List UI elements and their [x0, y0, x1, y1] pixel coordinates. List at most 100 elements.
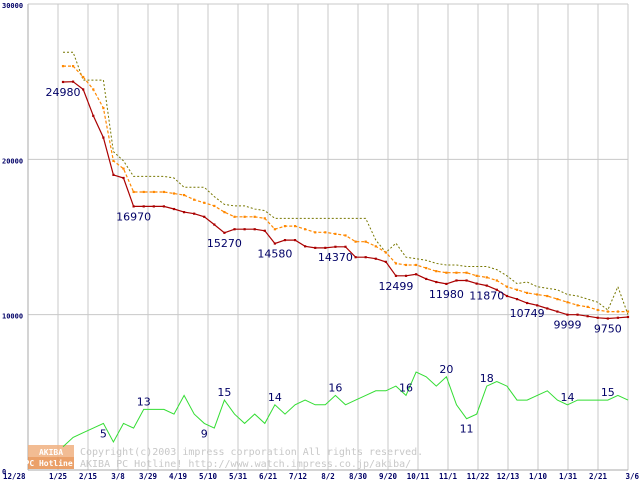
- x-tick-label: 1/31: [559, 472, 578, 480]
- data-point-min-price: [526, 301, 529, 305]
- logo-box-top: [28, 445, 74, 457]
- data-point-min-price: [495, 288, 498, 291]
- data-label: 10749: [510, 307, 545, 320]
- data-point-avg-price: [445, 271, 448, 274]
- data-label: 13: [137, 395, 151, 408]
- data-point-avg-price: [102, 106, 105, 110]
- x-tick-label: 8/2: [321, 472, 335, 480]
- data-point-avg-price: [425, 266, 428, 270]
- data-point-avg-price: [223, 211, 226, 214]
- x-tick-label: 1/25: [49, 472, 67, 480]
- data-point-avg-price: [404, 263, 408, 267]
- x-tick-label: 5/10: [199, 472, 218, 480]
- data-point-min-price: [445, 282, 448, 286]
- data-point-min-price: [263, 229, 266, 232]
- data-point-min-price: [273, 242, 276, 245]
- data-point-avg-price: [122, 167, 125, 170]
- watermark-logo-bottom: PC Hotline!: [25, 458, 78, 468]
- data-point-min-price: [505, 294, 509, 298]
- x-tick-label: 12/13: [497, 472, 520, 480]
- data-point-avg-price: [505, 285, 509, 288]
- data-labels: 24980 16970 15270 14580 14370 12499 11980 11870…: [46, 86, 622, 440]
- y-tick-label: 30000: [2, 2, 23, 10]
- x-tick-label: 6/21: [259, 472, 278, 480]
- data-point-avg-price: [556, 298, 559, 301]
- data-point-min-price: [465, 279, 468, 282]
- data-point-avg-price: [253, 215, 256, 218]
- data-label: 14580: [257, 248, 292, 261]
- data-point-min-price: [344, 245, 347, 248]
- data-point-avg-price: [344, 234, 347, 237]
- data-point-avg-price: [606, 310, 609, 313]
- y-tick-label: 10000: [2, 313, 23, 321]
- data-point-avg-price: [526, 291, 529, 295]
- x-tick-label: 3/8: [111, 472, 125, 480]
- data-point-avg-price: [586, 305, 589, 308]
- data-point-avg-price: [314, 231, 317, 234]
- data-point-avg-price: [364, 240, 367, 243]
- data-point-min-price: [536, 304, 539, 307]
- data-label: 5: [100, 427, 107, 440]
- data-point-min-price: [576, 313, 579, 316]
- data-point-min-price: [182, 211, 186, 214]
- data-point-avg-price: [283, 225, 287, 228]
- data-label: 9999: [553, 319, 581, 332]
- data-point-avg-price: [213, 204, 216, 208]
- data-point-min-price: [425, 277, 428, 281]
- data-point-min-price: [415, 273, 418, 276]
- data-label: 16: [399, 381, 413, 394]
- x-axis-ticks: 12/28 1/25 2/15 3/8 3/29 4/19 5/10 5/31 6/21 7/12…: [3, 472, 639, 480]
- data-point-min-price: [475, 282, 478, 285]
- data-point-avg-price: [415, 263, 418, 267]
- x-tick-label: 4/19: [169, 472, 188, 480]
- data-point-min-price: [132, 205, 135, 208]
- data-label: 12499: [378, 280, 413, 293]
- series-line-shop-count: [62, 371, 629, 448]
- y-axis-ticks: 30000 20000 10000 0: [2, 2, 23, 476]
- data-point-min-price: [203, 215, 206, 218]
- data-point-avg-price: [566, 301, 569, 304]
- x-tick-label: 11/22: [467, 472, 490, 480]
- data-point-min-price: [404, 274, 408, 277]
- data-label: 15: [217, 386, 231, 399]
- x-tick-label: 5/31: [229, 472, 248, 480]
- data-point-avg-price: [495, 279, 498, 282]
- data-label: 16970: [116, 210, 151, 223]
- data-point-avg-price: [182, 193, 186, 197]
- watermark: AKIBA PC Hotline! Copyright(c)2003 impre…: [25, 445, 423, 470]
- data-point-avg-price: [293, 225, 297, 228]
- data-point-avg-price: [596, 308, 599, 312]
- x-tick-label: 8/30: [349, 472, 368, 480]
- data-point-min-price: [92, 114, 95, 117]
- data-label: 11: [460, 423, 474, 436]
- data-point-avg-price: [263, 217, 266, 220]
- data-point-min-price: [283, 239, 287, 242]
- data-label: 15270: [207, 237, 242, 250]
- x-tick-label: 12/28: [3, 472, 26, 480]
- data-label: 24980: [46, 86, 81, 99]
- data-point-min-price: [364, 256, 367, 259]
- data-point-min-price: [515, 298, 519, 301]
- data-point-min-price: [606, 317, 609, 320]
- data-point-min-price: [455, 279, 458, 282]
- data-point-avg-price: [485, 276, 488, 279]
- data-point-avg-price: [394, 262, 398, 265]
- x-tick-label: 9/20: [379, 472, 398, 480]
- data-point-avg-price: [475, 274, 478, 277]
- y-tick-label: 0: [2, 468, 6, 476]
- data-point-min-price: [384, 260, 387, 263]
- data-point-min-price: [61, 80, 65, 84]
- data-point-min-price: [102, 136, 105, 139]
- data-label: 18: [480, 372, 494, 385]
- data-point-avg-price: [142, 190, 145, 194]
- data-point-min-price: [223, 231, 226, 234]
- data-point-min-price: [193, 212, 196, 215]
- watermark-copyright: Copyright(c)2003 impress corporation All…: [80, 447, 423, 458]
- data-point-avg-price: [515, 288, 519, 291]
- data-point-avg-price: [71, 65, 75, 68]
- data-point-min-price: [71, 80, 75, 83]
- data-label: 14370: [318, 251, 353, 264]
- grid-lines: [27, 3, 629, 471]
